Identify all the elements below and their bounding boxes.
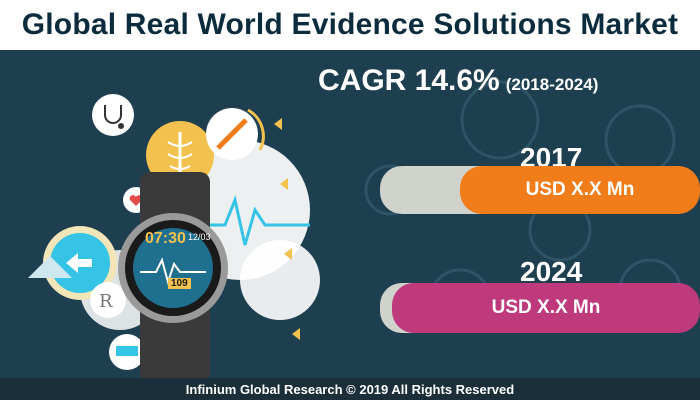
- cagr-value: CAGR 14.6%: [318, 64, 500, 97]
- arc-decoration: [247, 108, 265, 151]
- cagr-period: (2018-2024): [505, 75, 599, 94]
- mountain-icon: [28, 256, 72, 278]
- copyright-text: Infinium Global Research © 2019 All Righ…: [185, 381, 515, 397]
- cagr-heading: CAGR 14.6% (2018-2024): [318, 64, 598, 98]
- stethoscope-icon: [92, 94, 134, 136]
- title-bar: Global Real World Evidence Solutions Mar…: [0, 0, 700, 50]
- watch-time: 07:30: [145, 230, 186, 247]
- main-panel: R: [0, 50, 700, 378]
- footer: Infinium Global Research © 2019 All Righ…: [0, 378, 700, 400]
- watch-reading: 109: [168, 278, 191, 289]
- health-illustration: R: [28, 94, 320, 378]
- prescription-rx-icon: R: [90, 282, 126, 318]
- bar-2017: USD X.X Mn: [460, 166, 700, 214]
- ambulance-icon: [109, 334, 145, 370]
- watch-date: 12/03: [188, 232, 211, 242]
- page-title: Global Real World Evidence Solutions Mar…: [21, 8, 679, 41]
- smart-watch-icon: [118, 213, 228, 323]
- heartbeat-line: [200, 194, 310, 246]
- cloud-blob: [240, 240, 320, 320]
- year-2024-label: 2024: [520, 256, 583, 287]
- svg-text:R: R: [99, 291, 113, 312]
- bar-2024: USD X.X Mn: [392, 283, 700, 333]
- syringe-icon: [206, 108, 258, 160]
